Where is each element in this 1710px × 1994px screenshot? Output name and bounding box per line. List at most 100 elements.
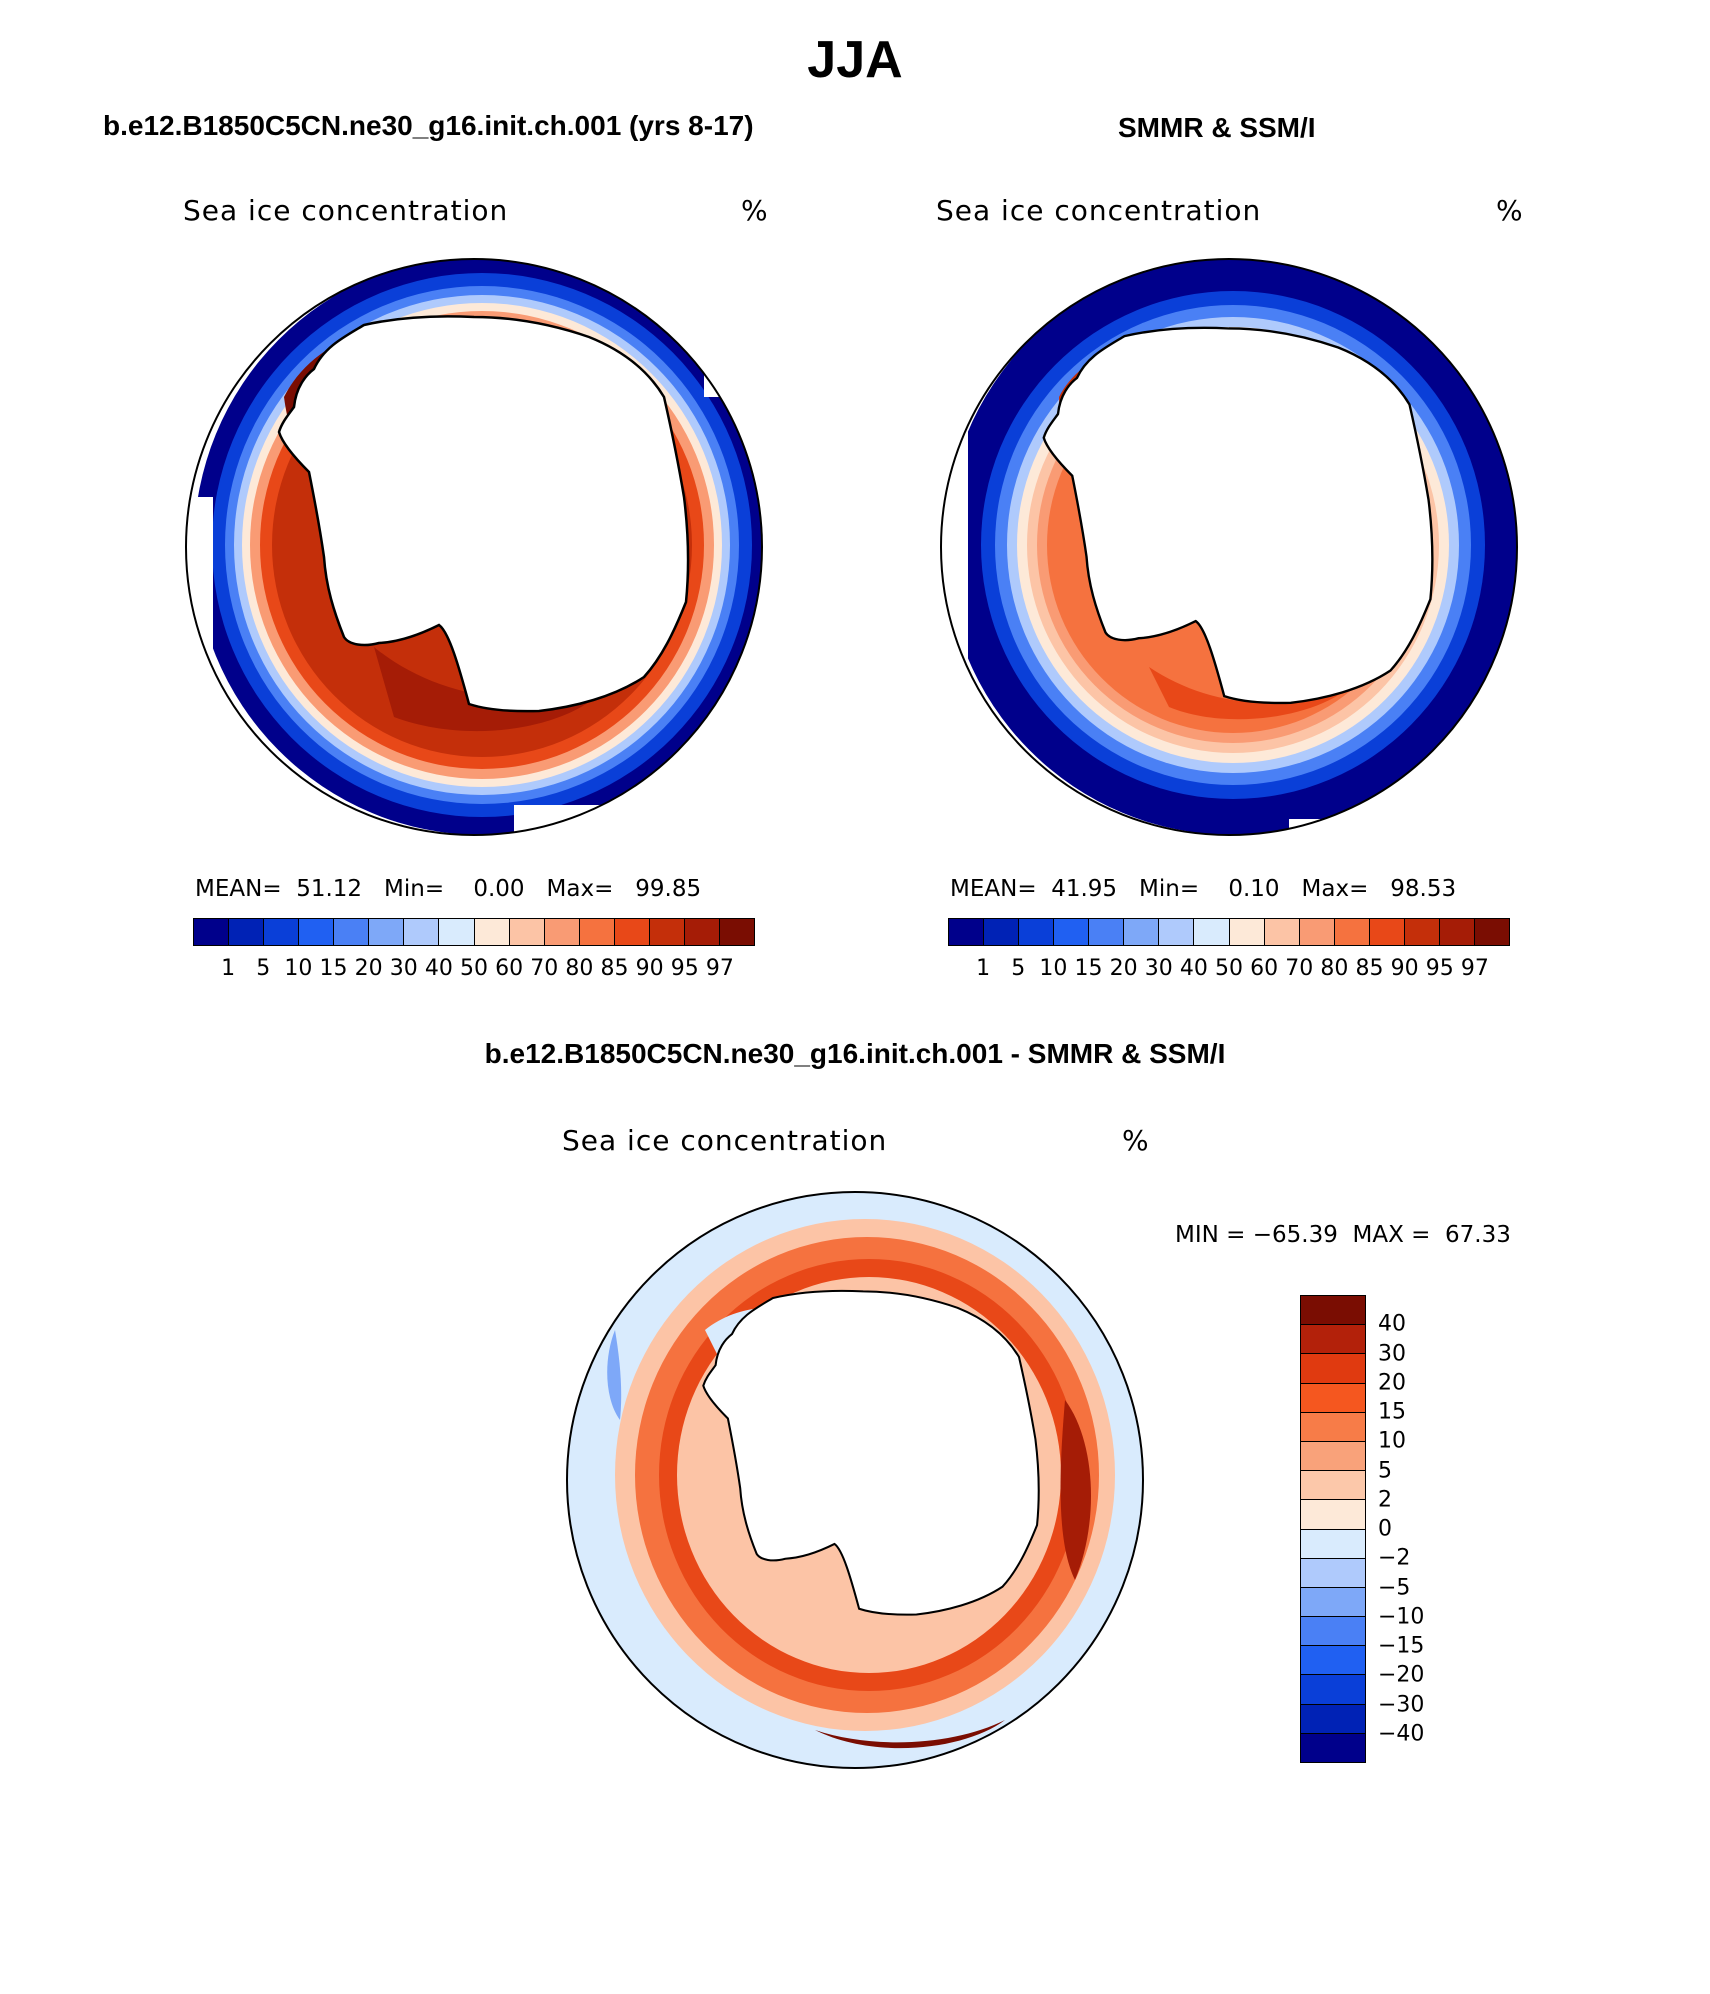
obs-colorbar xyxy=(948,918,1510,946)
diff-colorbar-swatch xyxy=(1301,1646,1365,1676)
colorbar-swatch xyxy=(1159,919,1195,945)
colorbar-swatch xyxy=(1404,919,1440,945)
colorbar-tick-label: 97 xyxy=(1460,956,1489,981)
colorbar-swatch xyxy=(299,919,335,945)
model-plot-units: % xyxy=(741,194,768,227)
diff-colorbar-tick-label: 2 xyxy=(1378,1487,1392,1513)
diff-colorbar-swatch xyxy=(1301,1529,1365,1559)
obs-map-border xyxy=(940,258,1518,836)
colorbar-swatch xyxy=(1089,919,1125,945)
colorbar-swatch xyxy=(404,919,440,945)
obs-polar-map xyxy=(940,258,1518,836)
diff-colorbar-swatch xyxy=(1301,1587,1365,1618)
diff-colorbar xyxy=(1300,1295,1366,1763)
diff-colorbar-tick-label: −30 xyxy=(1378,1692,1425,1717)
diff-colorbar-tick-label: 40 xyxy=(1378,1311,1406,1337)
diff-colorbar-swatch xyxy=(1301,1704,1365,1734)
diff-colorbar-swatch xyxy=(1301,1558,1365,1588)
diff-colorbar-swatch xyxy=(1301,1471,1365,1501)
diff-colorbar-swatch xyxy=(1301,1325,1365,1355)
model-polar-map xyxy=(185,258,763,836)
colorbar-tick-label: 70 xyxy=(530,956,559,981)
colorbar-tick-label: 95 xyxy=(670,956,699,981)
diff-colorbar-tick-label: −15 xyxy=(1378,1633,1425,1659)
diff-colorbar-swatch xyxy=(1301,1617,1365,1647)
obs-colorbar-labels: 1 5 10 15 20 30 40 50 60 70 80 85 90 95 97 xyxy=(948,956,1510,984)
diff-colorbar-tick-label: 5 xyxy=(1378,1458,1392,1483)
colorbar-swatch xyxy=(1264,919,1300,945)
diff-colorbar-labels: 40 30 20 15 10 5 2 0 −2 −5 −10 −15 −20 −30 −40 xyxy=(1378,1295,1458,1763)
colorbar-tick-label: 5 xyxy=(256,956,271,981)
colorbar-swatch xyxy=(579,919,615,945)
diff-colorbar-tick-label: −20 xyxy=(1378,1662,1425,1688)
colorbar-tick-label: 85 xyxy=(1355,956,1384,981)
diff-polar-map xyxy=(566,1191,1144,1769)
diff-colorbar-swatch xyxy=(1301,1675,1365,1705)
model-antarctica-coastline xyxy=(277,315,690,713)
colorbar-tick-label: 30 xyxy=(389,956,418,981)
colorbar-swatch xyxy=(1334,919,1370,945)
colorbar-tick-label: 95 xyxy=(1425,956,1454,981)
colorbar-swatch xyxy=(984,919,1020,945)
diff-colorbar-swatch xyxy=(1301,1383,1365,1413)
colorbar-tick-label: 10 xyxy=(284,956,313,981)
colorbar-tick-label: 90 xyxy=(1390,956,1419,981)
colorbar-tick-label: 10 xyxy=(1039,956,1068,981)
colorbar-tick-label: 60 xyxy=(495,956,524,981)
colorbar-swatch xyxy=(719,919,754,945)
model-colorbar-labels: 1 5 10 15 20 30 40 50 60 70 80 85 90 95 97 xyxy=(193,956,755,984)
colorbar-swatch xyxy=(1124,919,1160,945)
colorbar-tick-label: 40 xyxy=(1179,956,1208,981)
colorbar-tick-label: 70 xyxy=(1285,956,1314,981)
colorbar-swatch xyxy=(1439,919,1475,945)
diff-map-border xyxy=(566,1191,1144,1769)
colorbar-tick-label: 20 xyxy=(354,956,383,981)
diff-colorbar-tick-label: 20 xyxy=(1378,1370,1406,1396)
main-title: JJA xyxy=(807,31,903,89)
colorbar-tick-label: 30 xyxy=(1144,956,1173,981)
diff-colorbar-swatch xyxy=(1301,1441,1365,1472)
colorbar-swatch xyxy=(194,919,230,945)
diff-colorbar-swatch xyxy=(1301,1354,1365,1384)
colorbar-swatch xyxy=(229,919,265,945)
colorbar-tick-label: 15 xyxy=(1074,956,1103,981)
colorbar-swatch xyxy=(474,919,510,945)
model-map-border xyxy=(185,258,763,836)
model-panel-header: b.e12.B1850C5CN.ne30_g16.init.ch.001 (yr… xyxy=(103,110,754,141)
model-colorbar xyxy=(193,918,755,946)
colorbar-tick-label: 1 xyxy=(976,956,991,981)
colorbar-swatch xyxy=(509,919,545,945)
diff-colorbar-swatch xyxy=(1301,1296,1365,1326)
diff-colorbar-tick-label: −10 xyxy=(1378,1604,1425,1630)
obs-antarctica-coastline xyxy=(1042,326,1434,705)
colorbar-tick-label: 80 xyxy=(565,956,594,981)
colorbar-tick-label: 85 xyxy=(600,956,629,981)
diff-colorbar-tick-label: 30 xyxy=(1378,1341,1406,1366)
colorbar-swatch xyxy=(369,919,405,945)
colorbar-swatch xyxy=(1229,919,1265,945)
colorbar-tick-label: 60 xyxy=(1250,956,1279,981)
diff-colorbar-tick-label: 15 xyxy=(1378,1399,1406,1425)
colorbar-swatch xyxy=(1194,919,1230,945)
obs-stats: MEAN= 41.95 Min= 0.10 Max= 98.53 xyxy=(950,876,1457,902)
colorbar-swatch xyxy=(949,919,985,945)
colorbar-swatch xyxy=(1369,919,1405,945)
diff-antarctica-coastline xyxy=(702,1289,1040,1616)
colorbar-swatch xyxy=(439,919,475,945)
diff-plot-title: Sea ice concentration xyxy=(562,1124,888,1157)
model-plot-title: Sea ice concentration xyxy=(183,194,509,227)
colorbar-tick-label: 5 xyxy=(1011,956,1026,981)
colorbar-tick-label: 15 xyxy=(319,956,348,981)
colorbar-swatch xyxy=(1019,919,1055,945)
colorbar-swatch xyxy=(649,919,685,945)
colorbar-swatch xyxy=(334,919,370,945)
diff-colorbar-swatch xyxy=(1301,1412,1365,1442)
diff-colorbar-tick-label: −2 xyxy=(1378,1545,1411,1571)
colorbar-tick-label: 1 xyxy=(221,956,236,981)
colorbar-tick-label: 97 xyxy=(705,956,734,981)
diff-colorbar-tick-label: −5 xyxy=(1378,1575,1411,1600)
diff-colorbar-swatch xyxy=(1301,1733,1365,1762)
colorbar-tick-label: 80 xyxy=(1320,956,1349,981)
colorbar-swatch xyxy=(1474,919,1509,945)
colorbar-swatch xyxy=(1054,919,1090,945)
